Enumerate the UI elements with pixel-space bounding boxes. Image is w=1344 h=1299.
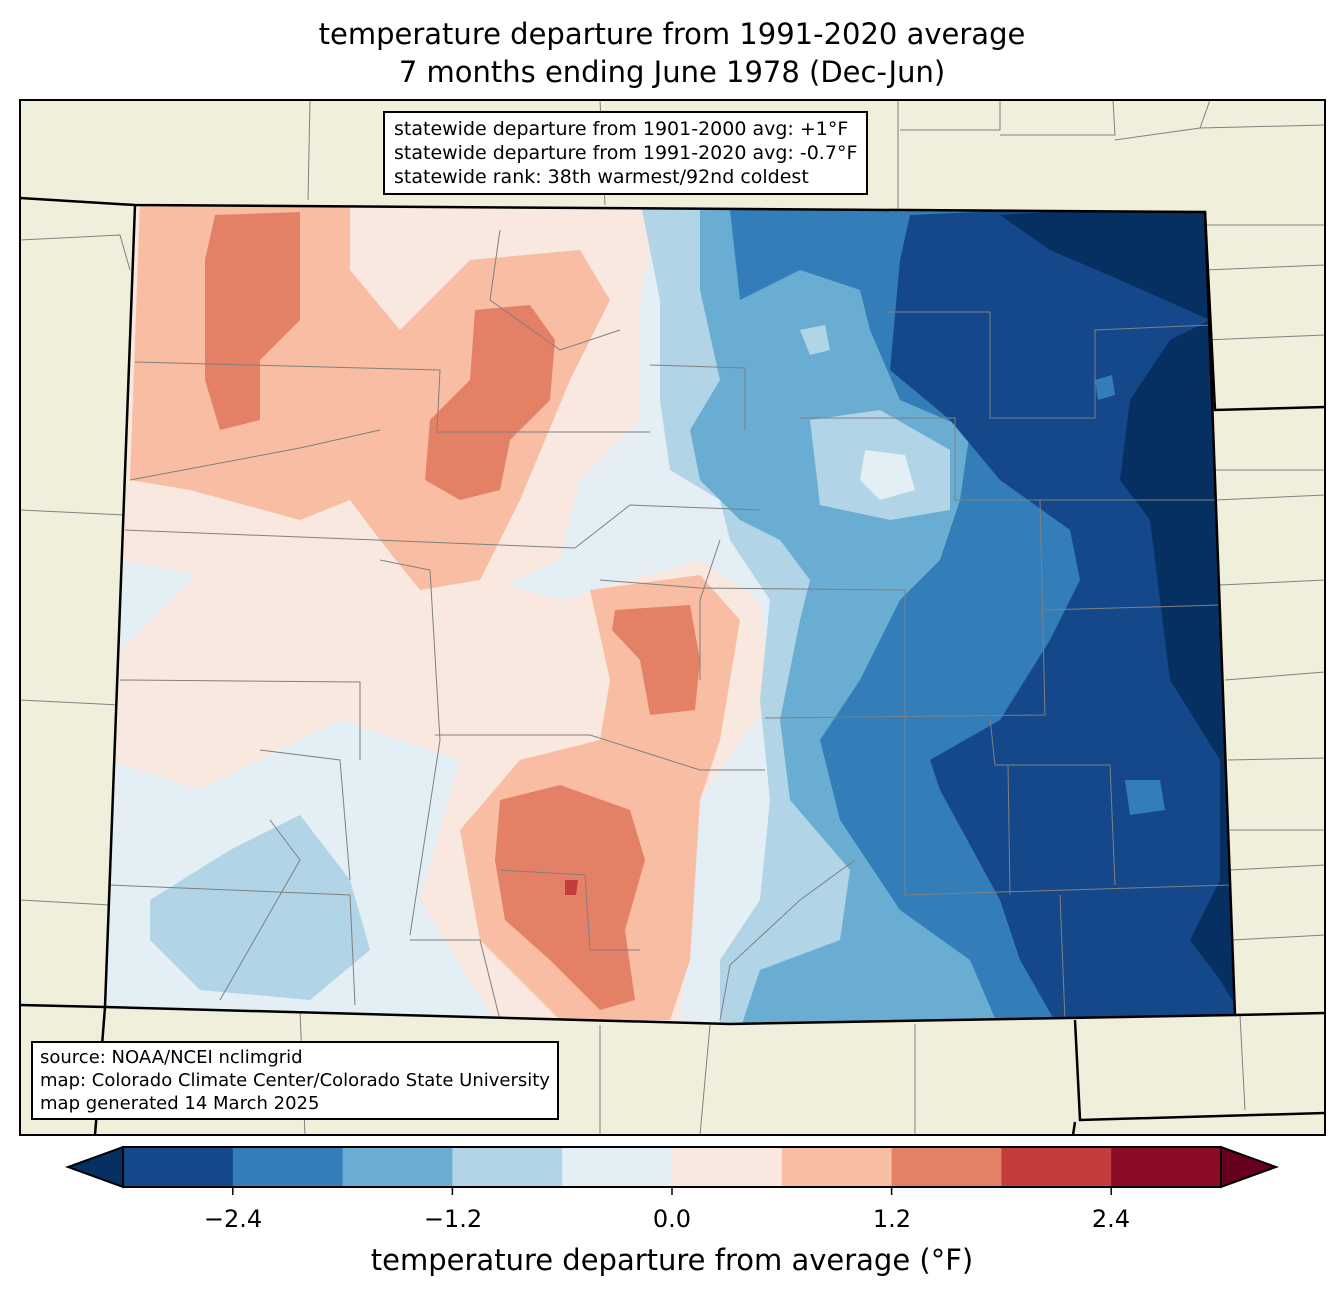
- colorbar: [65, 1145, 1279, 1195]
- colorbar-extend-low: [65, 1145, 124, 1189]
- map-credit-line: map: Colorado Climate Center/Colorado St…: [40, 1070, 550, 1091]
- colorbar-segment: [891, 1147, 1002, 1187]
- generated-date-line: map generated 14 March 2025: [40, 1093, 320, 1114]
- colorbar-segment: [342, 1147, 453, 1187]
- colorbar-tick-label: 0.0: [652, 1205, 692, 1233]
- colorbar-tick-label: −2.4: [203, 1205, 263, 1233]
- colorbar-segment: [562, 1147, 673, 1187]
- colorbar-label: temperature departure from average (°F): [370, 1243, 974, 1277]
- temperature-contours: [105, 205, 1235, 1024]
- statewide-stats-box: statewide departure from 1901-2000 avg: …: [383, 111, 869, 195]
- stats-departure-1901-2000: statewide departure from 1901-2000 avg: …: [394, 118, 849, 140]
- county-lines: [109, 229, 1231, 1021]
- source-box: source: NOAA/NCEI nclimgrid map: Colorad…: [31, 1041, 559, 1120]
- stats-departure-1991-2020: statewide departure from 1991-2020 avg: …: [394, 142, 858, 164]
- colorbar-segment: [672, 1147, 783, 1187]
- colorbar-tick-label: 2.4: [1091, 1205, 1131, 1233]
- colorbar-tick-label: 1.2: [872, 1205, 912, 1233]
- colorbar-segment: [123, 1147, 234, 1187]
- colorbar-segment: [1001, 1147, 1112, 1187]
- colorbar-segment: [1111, 1147, 1222, 1187]
- state-borders: [19, 196, 1326, 1136]
- colorbar-tick-label: −1.2: [423, 1205, 483, 1233]
- neighbor-county-lines: [19, 99, 1326, 1136]
- stats-rank: statewide rank: 38th warmest/92nd coldes…: [394, 166, 809, 188]
- map-title-line1: temperature departure from 1991-2020 ave…: [318, 17, 1026, 51]
- colorbar-segment: [232, 1147, 344, 1187]
- colorbar-segment: [452, 1147, 563, 1187]
- map-title-line2: 7 months ending June 1978 (Dec-Jun): [398, 55, 946, 89]
- colorbar-segment: [781, 1147, 893, 1187]
- map-frame: [19, 99, 1326, 1136]
- colorbar-extend-high: [1220, 1145, 1279, 1189]
- source-line: source: NOAA/NCEI nclimgrid: [40, 1047, 303, 1068]
